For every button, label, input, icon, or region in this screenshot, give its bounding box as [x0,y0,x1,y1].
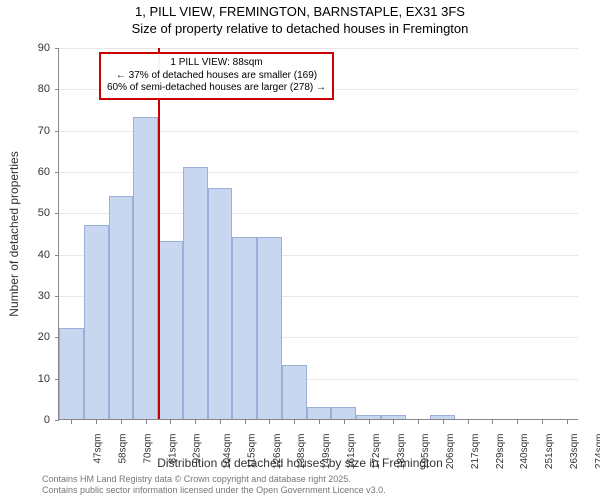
histogram-bar [307,407,332,419]
y-tick-label: 0 [10,414,50,426]
x-tick-mark [344,419,345,424]
y-tick-label: 50 [10,207,50,219]
x-axis-label: Distribution of detached houses by size … [0,456,600,470]
y-tick-label: 10 [10,373,50,385]
x-tick-mark [369,419,370,424]
histogram-bar [84,225,109,419]
x-tick-mark [96,419,97,424]
y-tick-label: 70 [10,125,50,137]
callout-line: ← 37% of detached houses are smaller (16… [107,70,326,83]
y-tick-mark [55,296,59,297]
chart-container: 1, PILL VIEW, FREMINGTON, BARNSTAPLE, EX… [0,0,600,500]
x-tick-mark [294,419,295,424]
plot-inner: 47sqm58sqm70sqm81sqm92sqm104sqm115sqm126… [58,48,578,420]
y-tick-label: 20 [10,331,50,343]
callout-box: 1 PILL VIEW: 88sqm← 37% of detached hous… [99,52,334,100]
y-tick-mark [55,131,59,132]
x-tick-mark [195,419,196,424]
histogram-bar [133,117,158,419]
histogram-bar [282,365,307,419]
y-tick-mark [55,172,59,173]
y-tick-label: 40 [10,249,50,261]
x-tick-mark [146,419,147,424]
x-tick-mark [319,419,320,424]
x-tick-mark [71,419,72,424]
histogram-bar [109,196,134,419]
y-tick-mark [55,255,59,256]
title-line-1: 1, PILL VIEW, FREMINGTON, BARNSTAPLE, EX… [0,4,600,19]
x-tick-mark [121,419,122,424]
histogram-bar [257,237,282,419]
reference-line [158,48,160,419]
x-tick-mark [393,419,394,424]
y-tick-mark [55,89,59,90]
callout-line: 60% of semi-detached houses are larger (… [107,82,326,95]
y-tick-mark [55,213,59,214]
x-tick-mark [517,419,518,424]
y-tick-mark [55,420,59,421]
histogram-bar [183,167,208,419]
callout-line: 1 PILL VIEW: 88sqm [107,57,326,70]
plot-area: 47sqm58sqm70sqm81sqm92sqm104sqm115sqm126… [58,48,578,420]
gridline [59,48,578,49]
x-tick-mark [220,419,221,424]
histogram-bar [232,237,257,419]
y-tick-label: 80 [10,83,50,95]
x-tick-mark [567,419,568,424]
title-block: 1, PILL VIEW, FREMINGTON, BARNSTAPLE, EX… [0,0,600,36]
histogram-bar [208,188,233,419]
footer-line-1: Contains HM Land Registry data © Crown c… [42,474,386,485]
x-tick-mark [418,419,419,424]
y-tick-mark [55,48,59,49]
x-tick-mark [443,419,444,424]
footer-line-2: Contains public sector information licen… [42,485,386,496]
y-tick-label: 90 [10,42,50,54]
x-tick-mark [492,419,493,424]
y-tick-label: 30 [10,290,50,302]
x-tick-mark [245,419,246,424]
histogram-bar [158,241,183,419]
x-tick-mark [542,419,543,424]
x-tick-mark [170,419,171,424]
x-tick-mark [468,419,469,424]
title-line-2: Size of property relative to detached ho… [0,21,600,36]
x-tick-mark [269,419,270,424]
footer: Contains HM Land Registry data © Crown c… [42,474,386,496]
histogram-bar [59,328,84,419]
y-tick-label: 60 [10,166,50,178]
histogram-bar [331,407,356,419]
